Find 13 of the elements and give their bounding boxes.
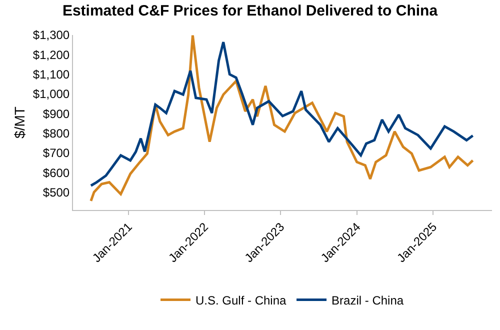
y-tick-label: $800: [42, 126, 70, 141]
y-tick-label: $600: [42, 166, 70, 180]
legend-label: U.S. Gulf - China: [196, 293, 287, 308]
y-tick-label: $1,000: [32, 87, 70, 102]
y-tick-label: $700: [42, 146, 70, 160]
y-tick-label: $1,300: [32, 28, 70, 42]
legend-label: Brazil - China: [332, 293, 404, 308]
y-axis-title: $/MT: [11, 106, 28, 138]
y-tick-label: $1,100: [32, 68, 70, 82]
y-tick-label: $1,200: [32, 48, 70, 62]
y-tick-label: $500: [42, 186, 70, 200]
y-tick-label: $900: [42, 106, 70, 121]
chart-title: Estimated C&F Prices for Ethanol Delivered to China: [62, 2, 438, 20]
